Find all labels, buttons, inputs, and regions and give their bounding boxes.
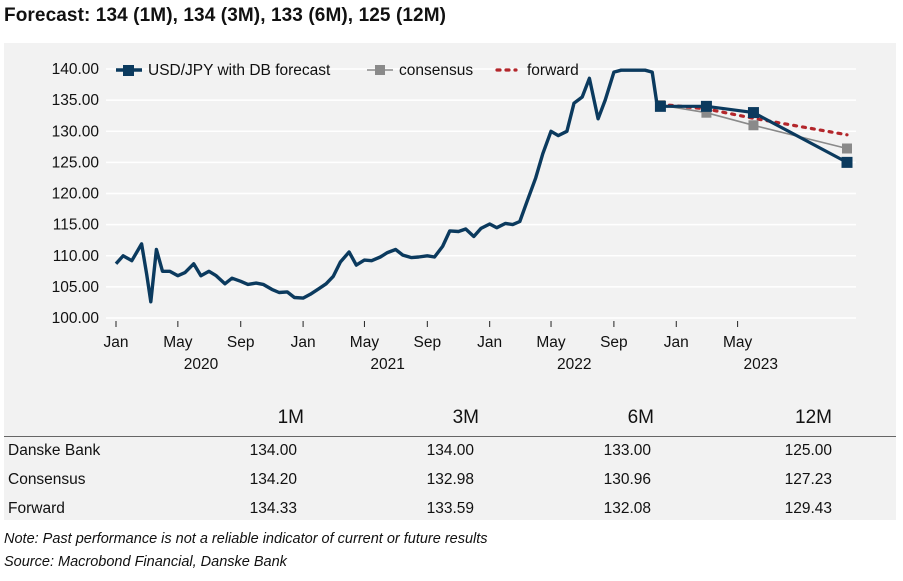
table-row-danske: Danske Bank 134.00 134.00 133.00 125.00 [4,438,896,466]
header-1m: 1M [277,407,304,428]
cell: 134.33 [249,500,297,517]
line-chart: 100.00 105.00 110.00 115.00 120.00 125.00 130.… [52,61,856,373]
header-rule [4,436,896,437]
legend-label-consensus: consensus [399,62,473,79]
table-row-forward: Forward 134.33 133.59 132.08 129.43 [4,496,896,524]
source-note: Source: Macrobond Financial, Danske Bank [4,554,287,570]
x-year-label: 2023 [744,356,778,373]
x-tick-label: Jan [291,334,316,351]
y-tick-label: 105.00 [52,279,100,296]
legend-marker-consensus [375,65,385,75]
x-tick-label: Jan [477,334,502,351]
forecast-point [700,100,712,112]
y-tick-label: 115.00 [53,217,100,234]
x-tick-label: Jan [104,334,129,351]
y-tick-label: 110.00 [53,248,100,265]
x-tick-label: Jan [664,334,689,351]
y-tick-label: 125.00 [52,154,100,171]
consensus-point [748,120,759,131]
x-tick-label: May [723,334,753,351]
header-12m: 12M [795,407,832,428]
table-row-consensus: Consensus 134.20 132.98 130.96 127.23 [4,467,896,495]
x-tick-label: Sep [600,334,628,351]
header-6m: 6M [627,407,654,428]
cell: 134.00 [249,442,297,459]
cell: 129.43 [784,500,832,517]
y-tick-label: 120.00 [52,186,100,203]
legend-marker-usdjpy [123,65,134,76]
x-tick-label: Sep [227,334,255,351]
cell: 134.00 [426,442,474,459]
cell: 132.98 [426,471,474,488]
x-tick-label: May [536,334,566,351]
chart-title: Forecast: 134 (1M), 134 (3M), 133 (6M), … [4,5,447,26]
consensus-point [701,107,712,118]
cell: 133.00 [603,442,651,459]
cell: 133.59 [426,500,474,517]
y-tick-label: 140.00 [52,61,100,78]
legend-label-usdjpy: USD/JPY with DB forecast [148,62,331,79]
cell: 127.23 [784,471,832,488]
header-3m: 3M [452,407,479,428]
legend-label-forward: forward [527,62,579,79]
cell: 130.96 [603,471,651,488]
x-tick-label: Sep [414,334,442,351]
row-label: Danske Bank [8,442,101,459]
x-tick-label: May [163,334,193,351]
x-year-label: 2020 [184,356,219,373]
cell: 132.08 [603,500,651,517]
y-tick-label: 130.00 [52,123,100,140]
x-tick-label: May [350,334,380,351]
consensus-point [842,143,852,154]
forecast-point [747,107,759,119]
y-tick-label: 100.00 [52,310,100,327]
cell: 134.20 [249,471,297,488]
forecast-point [654,100,666,112]
x-year-label: 2021 [370,356,404,373]
chart-panel: 100.00 105.00 110.00 115.00 120.00 125.00 130.… [4,43,896,520]
usdjpy-forecast-line [660,104,848,164]
y-tick-label: 135.00 [52,92,100,109]
cell: 125.00 [784,442,832,459]
row-label: Forward [8,500,65,517]
forecast-point [841,156,853,168]
x-year-label: 2022 [557,356,591,373]
disclaimer-note: Note: Past performance is not a reliable… [4,531,488,547]
row-label: Consensus [8,471,86,488]
usdjpy-history-line [114,68,659,304]
table-header: 1M 3M 6M 12M [4,403,896,437]
